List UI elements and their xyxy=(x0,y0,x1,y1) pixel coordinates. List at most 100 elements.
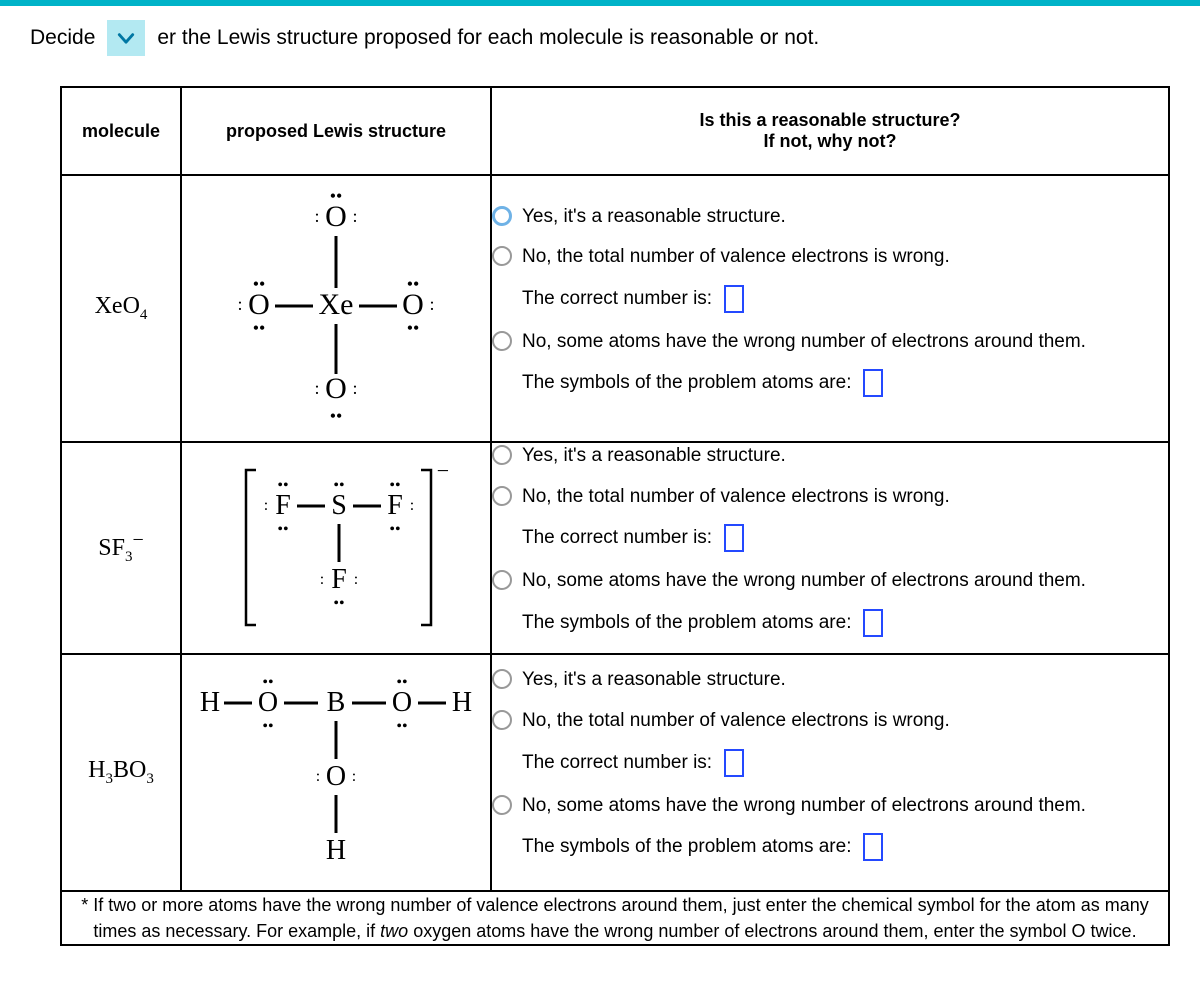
problem-atoms-input[interactable] xyxy=(863,369,883,397)
svg-text:••: •• xyxy=(262,718,273,735)
svg-text:H: H xyxy=(452,687,472,718)
svg-text::: : xyxy=(354,571,358,588)
svg-text::: : xyxy=(352,206,357,226)
answer-cell: Yes, it's a reasonable structure. No, th… xyxy=(491,654,1169,891)
correct-number-label: The correct number is: xyxy=(522,288,712,310)
footnote-row: * If two or more atoms have the wrong nu… xyxy=(61,891,1169,945)
option-no-atoms[interactable]: No, some atoms have the wrong number of … xyxy=(492,793,1168,820)
svg-text::: : xyxy=(314,378,319,398)
correct-number-input[interactable] xyxy=(724,524,744,552)
svg-text:••: •• xyxy=(333,477,344,494)
svg-text::: : xyxy=(352,768,356,785)
correct-number-label: The correct number is: xyxy=(522,527,712,549)
radio-icon xyxy=(492,669,512,689)
header-lewis: proposed Lewis structure xyxy=(181,87,491,175)
correct-number-input[interactable] xyxy=(724,749,744,777)
problem-atoms-label: The symbols of the problem atoms are: xyxy=(522,612,851,634)
chevron-down-icon xyxy=(116,28,136,48)
answer-cell: Yes, it's a reasonable structure. No, th… xyxy=(491,442,1169,654)
option-label: No, the total number of valence electron… xyxy=(522,708,950,735)
header-question: Is this a reasonable structure? If not, … xyxy=(491,87,1169,175)
option-label: No, the total number of valence electron… xyxy=(522,244,950,271)
svg-text:B: B xyxy=(327,687,346,718)
option-no-atoms[interactable]: No, some atoms have the wrong number of … xyxy=(492,329,1168,356)
svg-text:O: O xyxy=(326,761,346,792)
svg-text:O: O xyxy=(325,372,347,405)
header-row: molecule proposed Lewis structure Is thi… xyxy=(61,87,1169,175)
svg-text:Xe: Xe xyxy=(319,288,354,321)
lewis-xeo4: Xe O •• : : O •• : : O xyxy=(211,176,461,436)
option-no-atoms[interactable]: No, some atoms have the wrong number of … xyxy=(492,568,1168,595)
problem-atoms-row: The symbols of the problem atoms are: xyxy=(522,609,1168,637)
svg-text:H: H xyxy=(200,687,220,718)
correct-number-row: The correct number is: xyxy=(522,285,1168,313)
svg-text:••: •• xyxy=(253,318,266,338)
radio-icon xyxy=(492,331,512,351)
prompt-after: er the Lewis structure proposed for each… xyxy=(157,26,819,50)
option-label: Yes, it's a reasonable structure. xyxy=(522,667,786,694)
problem-atoms-row: The symbols of the problem atoms are: xyxy=(522,369,1168,397)
svg-text:••: •• xyxy=(407,274,420,294)
radio-icon xyxy=(492,570,512,590)
option-yes[interactable]: Yes, it's a reasonable structure. xyxy=(492,443,1168,470)
option-label: No, some atoms have the wrong number of … xyxy=(522,568,1086,595)
lewis-structure: Xe O •• : : O •• : : O xyxy=(181,175,491,442)
problem-atoms-input[interactable] xyxy=(863,833,883,861)
lewis-h3bo3: H O •• •• B O •• •• H xyxy=(186,655,486,885)
radio-icon xyxy=(492,445,512,465)
table-row: H3BO3 H O •• •• B O •• •• xyxy=(61,654,1169,891)
svg-text::: : xyxy=(410,497,414,514)
svg-text::: : xyxy=(352,378,357,398)
svg-text::: : xyxy=(316,768,320,785)
header-molecule: molecule xyxy=(61,87,181,175)
dropdown-toggle[interactable] xyxy=(107,20,145,56)
table-row: SF3− − S •• F : •• •• xyxy=(61,442,1169,654)
option-yes[interactable]: Yes, it's a reasonable structure. xyxy=(492,204,1168,231)
prompt-row: Decide er the Lewis structure proposed f… xyxy=(0,6,1200,86)
svg-text:F: F xyxy=(331,564,347,595)
svg-text:••: •• xyxy=(389,521,400,538)
svg-text:••: •• xyxy=(277,477,288,494)
problem-atoms-label: The symbols of the problem atoms are: xyxy=(522,372,851,394)
correct-number-input[interactable] xyxy=(724,285,744,313)
lewis-structure: − S •• F : •• •• F : •• •• xyxy=(181,442,491,654)
svg-text::: : xyxy=(429,294,434,314)
svg-text:••: •• xyxy=(262,674,273,691)
correct-number-label: The correct number is: xyxy=(522,752,712,774)
option-no-total[interactable]: No, the total number of valence electron… xyxy=(492,708,1168,735)
svg-text:••: •• xyxy=(330,186,343,206)
table-row: XeO4 Xe O •• : : O •• : xyxy=(61,175,1169,442)
correct-number-row: The correct number is: xyxy=(522,749,1168,777)
svg-text:−: − xyxy=(437,458,449,483)
option-label: Yes, it's a reasonable structure. xyxy=(522,204,786,231)
svg-text:••: •• xyxy=(396,718,407,735)
option-no-total[interactable]: No, the total number of valence electron… xyxy=(492,244,1168,271)
svg-text::: : xyxy=(237,294,242,314)
main-table: molecule proposed Lewis structure Is thi… xyxy=(60,86,1170,946)
lewis-sf3: − S •• F : •• •• F : •• •• xyxy=(211,450,461,640)
svg-text:••: •• xyxy=(330,406,343,426)
option-no-total[interactable]: No, the total number of valence electron… xyxy=(492,484,1168,511)
option-label: Yes, it's a reasonable structure. xyxy=(522,443,786,470)
svg-text:F: F xyxy=(275,490,291,521)
svg-text:S: S xyxy=(331,490,347,521)
svg-text:F: F xyxy=(387,490,403,521)
header-question-line2: If not, why not? xyxy=(502,131,1158,152)
header-question-line1: Is this a reasonable structure? xyxy=(502,110,1158,131)
option-yes[interactable]: Yes, it's a reasonable structure. xyxy=(492,667,1168,694)
answer-cell: Yes, it's a reasonable structure. No, th… xyxy=(491,175,1169,442)
correct-number-row: The correct number is: xyxy=(522,524,1168,552)
svg-text::: : xyxy=(320,571,324,588)
svg-text:••: •• xyxy=(253,274,266,294)
svg-text::: : xyxy=(264,497,268,514)
svg-text:O: O xyxy=(258,687,278,718)
radio-icon xyxy=(492,710,512,730)
prompt-before: Decide xyxy=(30,26,95,50)
svg-text:••: •• xyxy=(389,477,400,494)
svg-text:H: H xyxy=(326,835,346,866)
problem-atoms-input[interactable] xyxy=(863,609,883,637)
lewis-structure: H O •• •• B O •• •• H xyxy=(181,654,491,891)
radio-icon xyxy=(492,486,512,506)
svg-text:O: O xyxy=(392,687,412,718)
radio-icon xyxy=(492,206,512,226)
